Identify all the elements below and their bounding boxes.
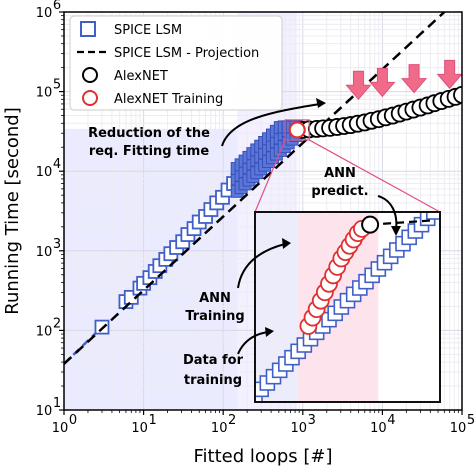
inset-prediction-line (370, 219, 432, 226)
annotation-ann-training-arrow (237, 243, 286, 289)
reduction-arrow (436, 59, 463, 90)
zoom-connectors (254, 139, 441, 213)
y-tick-label: 10 (36, 404, 53, 419)
annotation-data-training-arrow (237, 331, 269, 355)
x-tick-label-exponent: 5 (467, 413, 474, 428)
annotation-ann-predict-arrowhead (391, 226, 401, 236)
y-tick-label-exponent: 6 (53, 0, 61, 13)
inset-lsm-point (426, 212, 440, 220)
legend-marker-spice-lsm (80, 21, 96, 37)
annotation-reduction: Reduction of the req. Fitting time (88, 98, 326, 159)
projection-line (64, 12, 446, 365)
inset-prediction-point (361, 215, 380, 234)
x-tick-label-exponent: 4 (387, 413, 395, 428)
x-tick-label: 10 (131, 421, 148, 436)
annotation-reduction-line1: Reduction of the (88, 126, 210, 141)
annotation-ann-predict-line2: predict. (311, 184, 368, 199)
annotation-data-training: Data for training (183, 327, 274, 388)
x-tick-label: 10 (450, 421, 467, 436)
main-marks (64, 12, 462, 365)
legend-marker-alexnet-training (82, 90, 98, 106)
reduction-arrow (369, 67, 396, 98)
y-tick-label-exponent: 4 (53, 157, 61, 172)
x-tick-label: 10 (211, 421, 228, 436)
legend-label-alexnet-training: AlexNET Training (114, 92, 223, 107)
annotation-ann-predict: ANN predict. (311, 166, 401, 236)
annotation-reduction-line2: req. Fitting time (89, 144, 210, 159)
inset-plot (255, 212, 440, 402)
annotation-ann-predict-line1: ANN (324, 166, 356, 181)
annotation-data-training-line1: Data for (183, 353, 244, 368)
zoom-box (284, 119, 310, 141)
legend-label-alexnet: AlexNET (114, 69, 168, 84)
alexnet-point (453, 85, 462, 104)
legend: SPICE LSM SPICE LSM - Projection AlexNET… (69, 15, 283, 111)
y-tick-label-exponent: 3 (53, 237, 61, 252)
x-tick-label-exponent: 3 (308, 413, 316, 428)
annotation-ann-training-arrowhead (282, 238, 291, 249)
legend-label-projection: SPICE LSM - Projection (114, 46, 259, 61)
annotation-reduction-arrow (221, 103, 321, 147)
y-tick-label-exponent: 1 (53, 396, 61, 411)
y-tick-label-exponent: 2 (53, 316, 61, 331)
annotation-data-training-line2: training (184, 373, 242, 388)
y-tick-label: 10 (36, 86, 53, 101)
x-tick-label: 10 (291, 421, 308, 436)
annotation-data-training-arrowhead (265, 327, 274, 337)
plot-frame (63, 11, 463, 411)
legend-box (69, 15, 283, 111)
y-axis-label: Running Time [second] (2, 107, 23, 315)
x-tick-label-exponent: 2 (228, 413, 236, 428)
legend-marker-alexnet (82, 67, 98, 83)
x-tick-label-exponent: 0 (69, 413, 77, 428)
connector-line-left (254, 139, 286, 213)
x-tick-label: 10 (52, 421, 69, 436)
y-tick-label: 10 (36, 6, 53, 21)
legend-label-spice-lsm: SPICE LSM (114, 23, 182, 38)
y-tick-label-exponent: 5 (53, 78, 61, 93)
inset-frame (254, 211, 441, 403)
reduction-arrow (400, 64, 428, 94)
annotation-ann-training: ANN Training (185, 238, 291, 324)
y-tick-label: 10 (36, 324, 53, 339)
connector-line-right (308, 139, 441, 213)
reduction-arrows (345, 59, 463, 101)
annotation-ann-training-line2: Training (185, 309, 244, 324)
alexnet-training-point (288, 121, 306, 139)
x-tick-label: 10 (370, 421, 387, 436)
annotation-reduction-arrowhead (316, 98, 326, 108)
y-tick-label: 10 (36, 165, 53, 180)
x-tick-label-exponent: 1 (148, 413, 156, 428)
y-tick-label: 10 (36, 245, 53, 260)
x-axis-label: Fitted loops [#] (193, 446, 332, 467)
reduction-arrow (345, 70, 372, 101)
annotation-ann-training-line1: ANN (199, 291, 231, 306)
